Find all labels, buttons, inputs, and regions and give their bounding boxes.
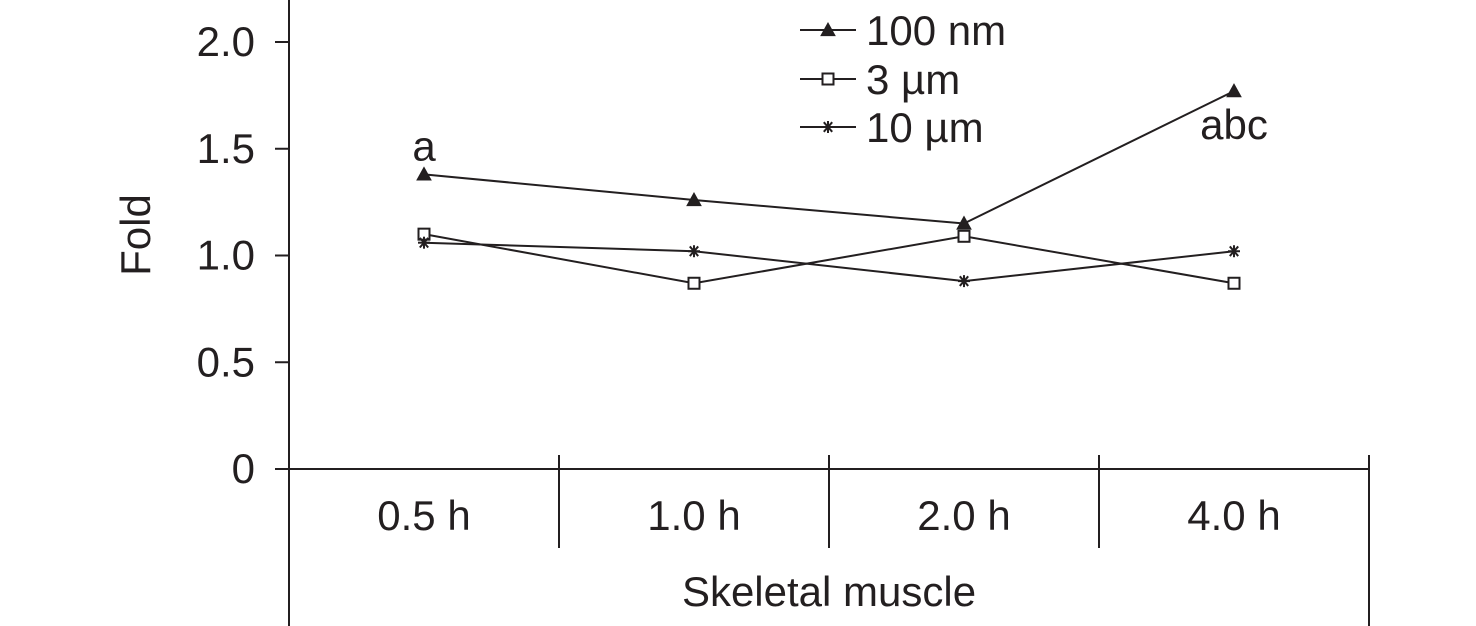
data-point xyxy=(956,215,972,230)
x-axis: 0.5 h 1.0 h 2.0 h 4.0 h xyxy=(289,455,1370,626)
legend-entry: 10 µm xyxy=(800,104,984,151)
data-point xyxy=(1226,83,1242,98)
data-point xyxy=(958,275,970,288)
series-3 xyxy=(418,236,1240,288)
x-tick-label: 1.0 h xyxy=(647,492,740,539)
legend-label: 100 nm xyxy=(866,7,1006,54)
y-tick-label: 1.0 xyxy=(197,232,255,279)
annotation-layer: a abc xyxy=(412,101,1268,169)
data-point xyxy=(686,191,702,207)
data-point xyxy=(688,245,700,258)
x-tick-label: 0.5 h xyxy=(377,492,470,539)
data-point xyxy=(1228,245,1240,258)
legend-entry: 3 µm xyxy=(800,56,960,103)
legend-label: 10 µm xyxy=(866,104,984,151)
series-2 xyxy=(417,227,1241,290)
y-axis: 0 0.5 1.0 1.5 2.0 xyxy=(197,0,290,626)
data-point xyxy=(687,276,701,290)
y-tick-label: 1.5 xyxy=(197,125,255,172)
legend-marker xyxy=(822,121,834,133)
series-line xyxy=(423,90,1235,225)
legend-entry: 100 nm xyxy=(800,7,1006,54)
legend-marker xyxy=(820,21,836,37)
data-point xyxy=(418,236,430,249)
x-axis-title: Skeletal muscle xyxy=(682,568,976,615)
series-1 xyxy=(416,83,1242,230)
data-point xyxy=(416,166,432,181)
x-tick-label: 4.0 h xyxy=(1187,492,1280,539)
y-tick-label: 0.5 xyxy=(197,338,255,385)
series-layer xyxy=(416,83,1242,290)
legend-label: 3 µm xyxy=(866,56,960,103)
series-line xyxy=(423,233,1235,285)
y-tick-label: 0 xyxy=(232,445,255,492)
series-line xyxy=(423,241,1235,283)
y-axis-title: Fold xyxy=(112,194,159,276)
data-point xyxy=(1227,276,1241,290)
legend-marker xyxy=(821,72,835,86)
y-tick-label: 2.0 xyxy=(197,18,255,65)
x-tick-label: 2.0 h xyxy=(917,492,1010,539)
data-point xyxy=(957,229,971,243)
significance-label: abc xyxy=(1200,101,1268,148)
significance-label: a xyxy=(412,122,436,169)
